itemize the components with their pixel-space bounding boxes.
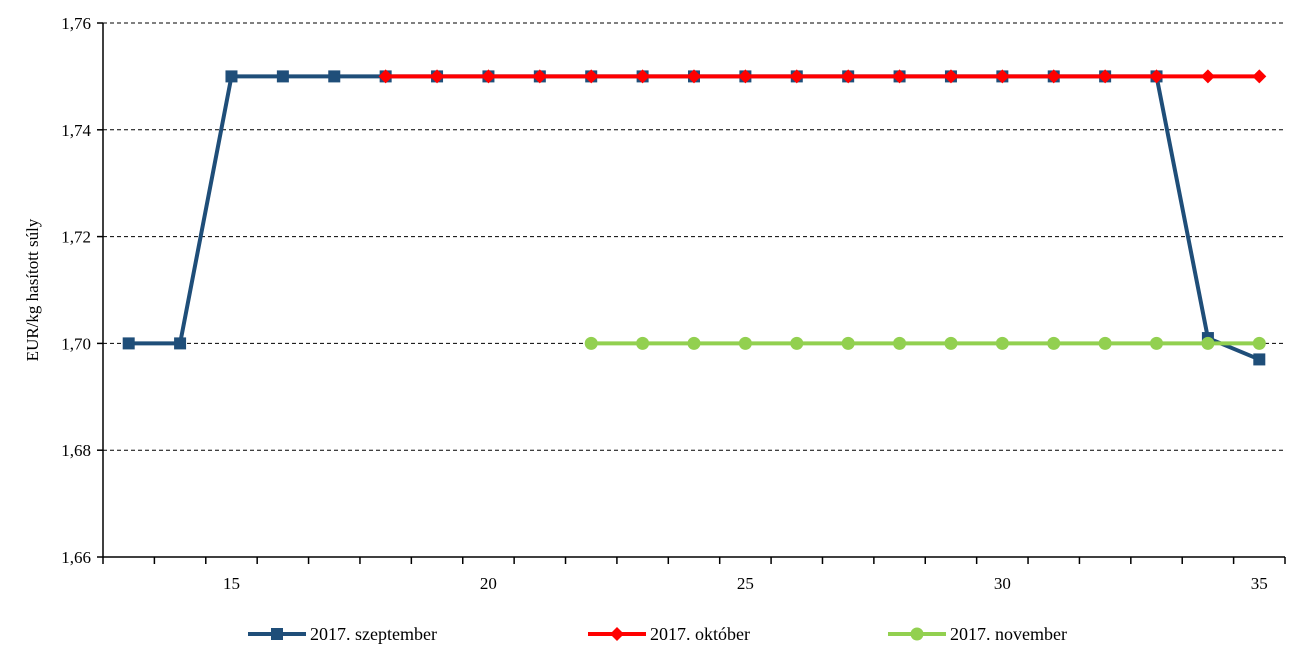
data-point bbox=[790, 336, 804, 350]
tick-labels: 1,66 1,68 1,70 1,72 1,74 1,76 15 20 25 30 35 bbox=[61, 14, 1268, 593]
y-tick-label: 1,76 bbox=[61, 14, 91, 33]
series-lines bbox=[122, 69, 1267, 366]
data-point bbox=[687, 69, 701, 84]
axes bbox=[97, 22, 1286, 564]
x-tick-label: 35 bbox=[1251, 574, 1268, 593]
data-point bbox=[944, 336, 958, 350]
data-point bbox=[943, 69, 958, 84]
y-tick-label: 1,70 bbox=[61, 334, 91, 353]
legend-label: 2017. november bbox=[950, 624, 1067, 644]
data-point bbox=[738, 69, 753, 84]
data-point bbox=[1200, 69, 1215, 84]
data-point bbox=[1252, 336, 1266, 350]
data-point bbox=[893, 336, 907, 350]
x-tick-label: 15 bbox=[223, 574, 240, 593]
data-point bbox=[789, 69, 804, 84]
data-point bbox=[1046, 69, 1061, 84]
y-tick-label: 1,66 bbox=[61, 548, 91, 567]
data-point bbox=[841, 69, 856, 84]
data-point bbox=[892, 69, 907, 84]
series-line bbox=[128, 74, 1261, 362]
data-point bbox=[1253, 353, 1266, 366]
x-tick-label: 30 bbox=[994, 574, 1011, 593]
data-point bbox=[584, 69, 599, 84]
legend-marker bbox=[910, 627, 924, 641]
legend-marker bbox=[271, 628, 283, 640]
data-point bbox=[995, 336, 1009, 350]
data-point bbox=[174, 337, 187, 350]
legend-marker bbox=[610, 627, 624, 641]
x-tick-label: 25 bbox=[737, 574, 754, 593]
y-axis-title: EUR/kg hasított súly bbox=[23, 218, 42, 361]
legend-item: 2017. szeptember bbox=[248, 624, 437, 644]
legend-item: 2017. november bbox=[888, 624, 1067, 644]
data-point bbox=[1150, 336, 1164, 350]
data-point bbox=[1252, 69, 1267, 84]
series-3 bbox=[584, 336, 1266, 350]
series-1 bbox=[122, 70, 1266, 366]
data-point bbox=[687, 336, 701, 350]
data-point bbox=[481, 69, 496, 84]
data-point bbox=[1098, 336, 1112, 350]
y-tick-label: 1,68 bbox=[61, 441, 91, 460]
data-point bbox=[378, 69, 393, 84]
x-tick-label: 20 bbox=[480, 574, 497, 593]
legend-label: 2017. október bbox=[650, 624, 750, 644]
data-point bbox=[1149, 69, 1164, 84]
data-point bbox=[328, 70, 341, 83]
data-point bbox=[841, 336, 855, 350]
legend-item: 2017. október bbox=[588, 624, 750, 644]
y-tick-label: 1,74 bbox=[61, 121, 91, 140]
data-point bbox=[225, 70, 238, 83]
gridlines bbox=[103, 22, 1285, 451]
data-point bbox=[276, 70, 289, 83]
data-point bbox=[122, 337, 135, 350]
data-point bbox=[738, 336, 752, 350]
data-point bbox=[995, 69, 1010, 84]
legend-label: 2017. szeptember bbox=[310, 624, 437, 644]
data-point bbox=[532, 69, 547, 84]
y-tick-label: 1,72 bbox=[61, 228, 91, 247]
data-point bbox=[1047, 336, 1061, 350]
data-point bbox=[636, 336, 650, 350]
data-point bbox=[1098, 69, 1113, 84]
series-2 bbox=[378, 69, 1267, 84]
data-point bbox=[1201, 336, 1215, 350]
data-point bbox=[430, 69, 445, 84]
legend: 2017. szeptember 2017. október 2017. novem… bbox=[248, 624, 1067, 644]
data-point bbox=[584, 336, 598, 350]
data-point bbox=[635, 69, 650, 84]
